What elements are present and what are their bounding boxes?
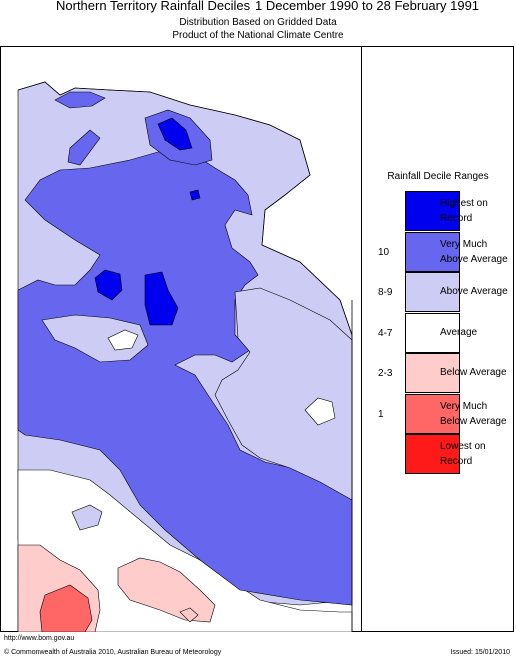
footer-url[interactable]: http://www.bom.gov.au — [4, 635, 75, 642]
legend-label-very-much-below: Very Much Below Average — [440, 399, 507, 429]
legend-label-line1: Very Much — [440, 238, 488, 250]
legend-title: Rainfall Decile Ranges — [387, 171, 489, 182]
zone-very-much-above-north — [17, 149, 353, 606]
legend-label-average: Average — [440, 325, 477, 340]
zone-highest-small — [189, 189, 201, 201]
pocket-above-east — [214, 287, 353, 501]
map-title: Northern Territory Rainfall Deciles 1 De… — [0, 0, 516, 14]
legend-range-very-much-above: 10 — [378, 246, 390, 258]
legend-label-line1: Above Average — [440, 286, 508, 297]
pocket-average-east — [304, 397, 336, 426]
legend-label-lowest: Lowest on Record — [440, 439, 486, 469]
zone-very-much-above-cape — [67, 129, 101, 166]
pocket-above-mid — [41, 314, 149, 363]
legend-swatch-lowest — [405, 434, 460, 474]
legend-range-below: 2-3 — [378, 368, 393, 379]
zone-very-much-above-tiwi — [54, 91, 106, 109]
pocket-above-south — [71, 504, 103, 531]
legend-label-below: Below Average — [440, 365, 507, 380]
legend-range-above: 8-9 — [378, 287, 393, 298]
legend-swatch-average — [405, 312, 460, 353]
zone-very-much-below — [39, 584, 93, 632]
legend-swatch-above — [405, 272, 460, 312]
legend-swatch-below — [405, 353, 460, 393]
map-period: 1 December 1990 to 28 February 1991 — [255, 0, 480, 13]
legend-swatch-highest — [405, 191, 460, 231]
legend-label-line1: Highest on — [440, 198, 488, 209]
zone-below-average-mid — [117, 557, 216, 623]
zone-highest-west — [94, 269, 123, 301]
legend-label-line2: Record — [440, 456, 473, 467]
rainfall-decile-map — [17, 81, 353, 632]
legend-label-above: Above Average — [440, 284, 508, 299]
legend-label-line2: Below Average — [440, 415, 507, 427]
legend-label-line1: Average — [440, 326, 478, 338]
legend-range-average: 4-7 — [378, 327, 393, 339]
zone-below-average-small — [179, 607, 199, 623]
legend-label-line2: Above Average — [440, 253, 508, 265]
footer-copyright: © Commonwealth of Australia 2010, Austra… — [4, 649, 222, 656]
zone-highest-central — [144, 271, 179, 326]
legend-label-line1: Below Average — [440, 367, 507, 378]
legend-label-line1: Very Much — [440, 400, 488, 412]
map-subtitle-distribution: Distribution Based on Gridded Data — [179, 17, 337, 28]
legend-divider — [361, 46, 362, 632]
map-subtitle-product: Product of the National Climate Centre — [172, 30, 344, 41]
pocket-average-mid — [107, 329, 139, 351]
coastline — [17, 81, 353, 336]
zone-highest-arnhem — [157, 117, 193, 151]
footer-issued: Issued: 15/01/2010 — [450, 649, 510, 656]
legend-label-highest: Highest on Record — [440, 196, 488, 226]
legend-label-very-much-above: Very Much Above Average — [440, 237, 508, 267]
legend-swatch-very-much-above — [405, 231, 460, 272]
legend-label-line2: Record — [440, 213, 473, 224]
legend-label-line1: Lowest on — [440, 441, 486, 452]
legend-swatch-very-much-below — [405, 393, 460, 434]
map-title-text: Northern Territory Rainfall Deciles — [56, 0, 251, 13]
legend-range-very-much-below: 1 — [378, 408, 384, 420]
